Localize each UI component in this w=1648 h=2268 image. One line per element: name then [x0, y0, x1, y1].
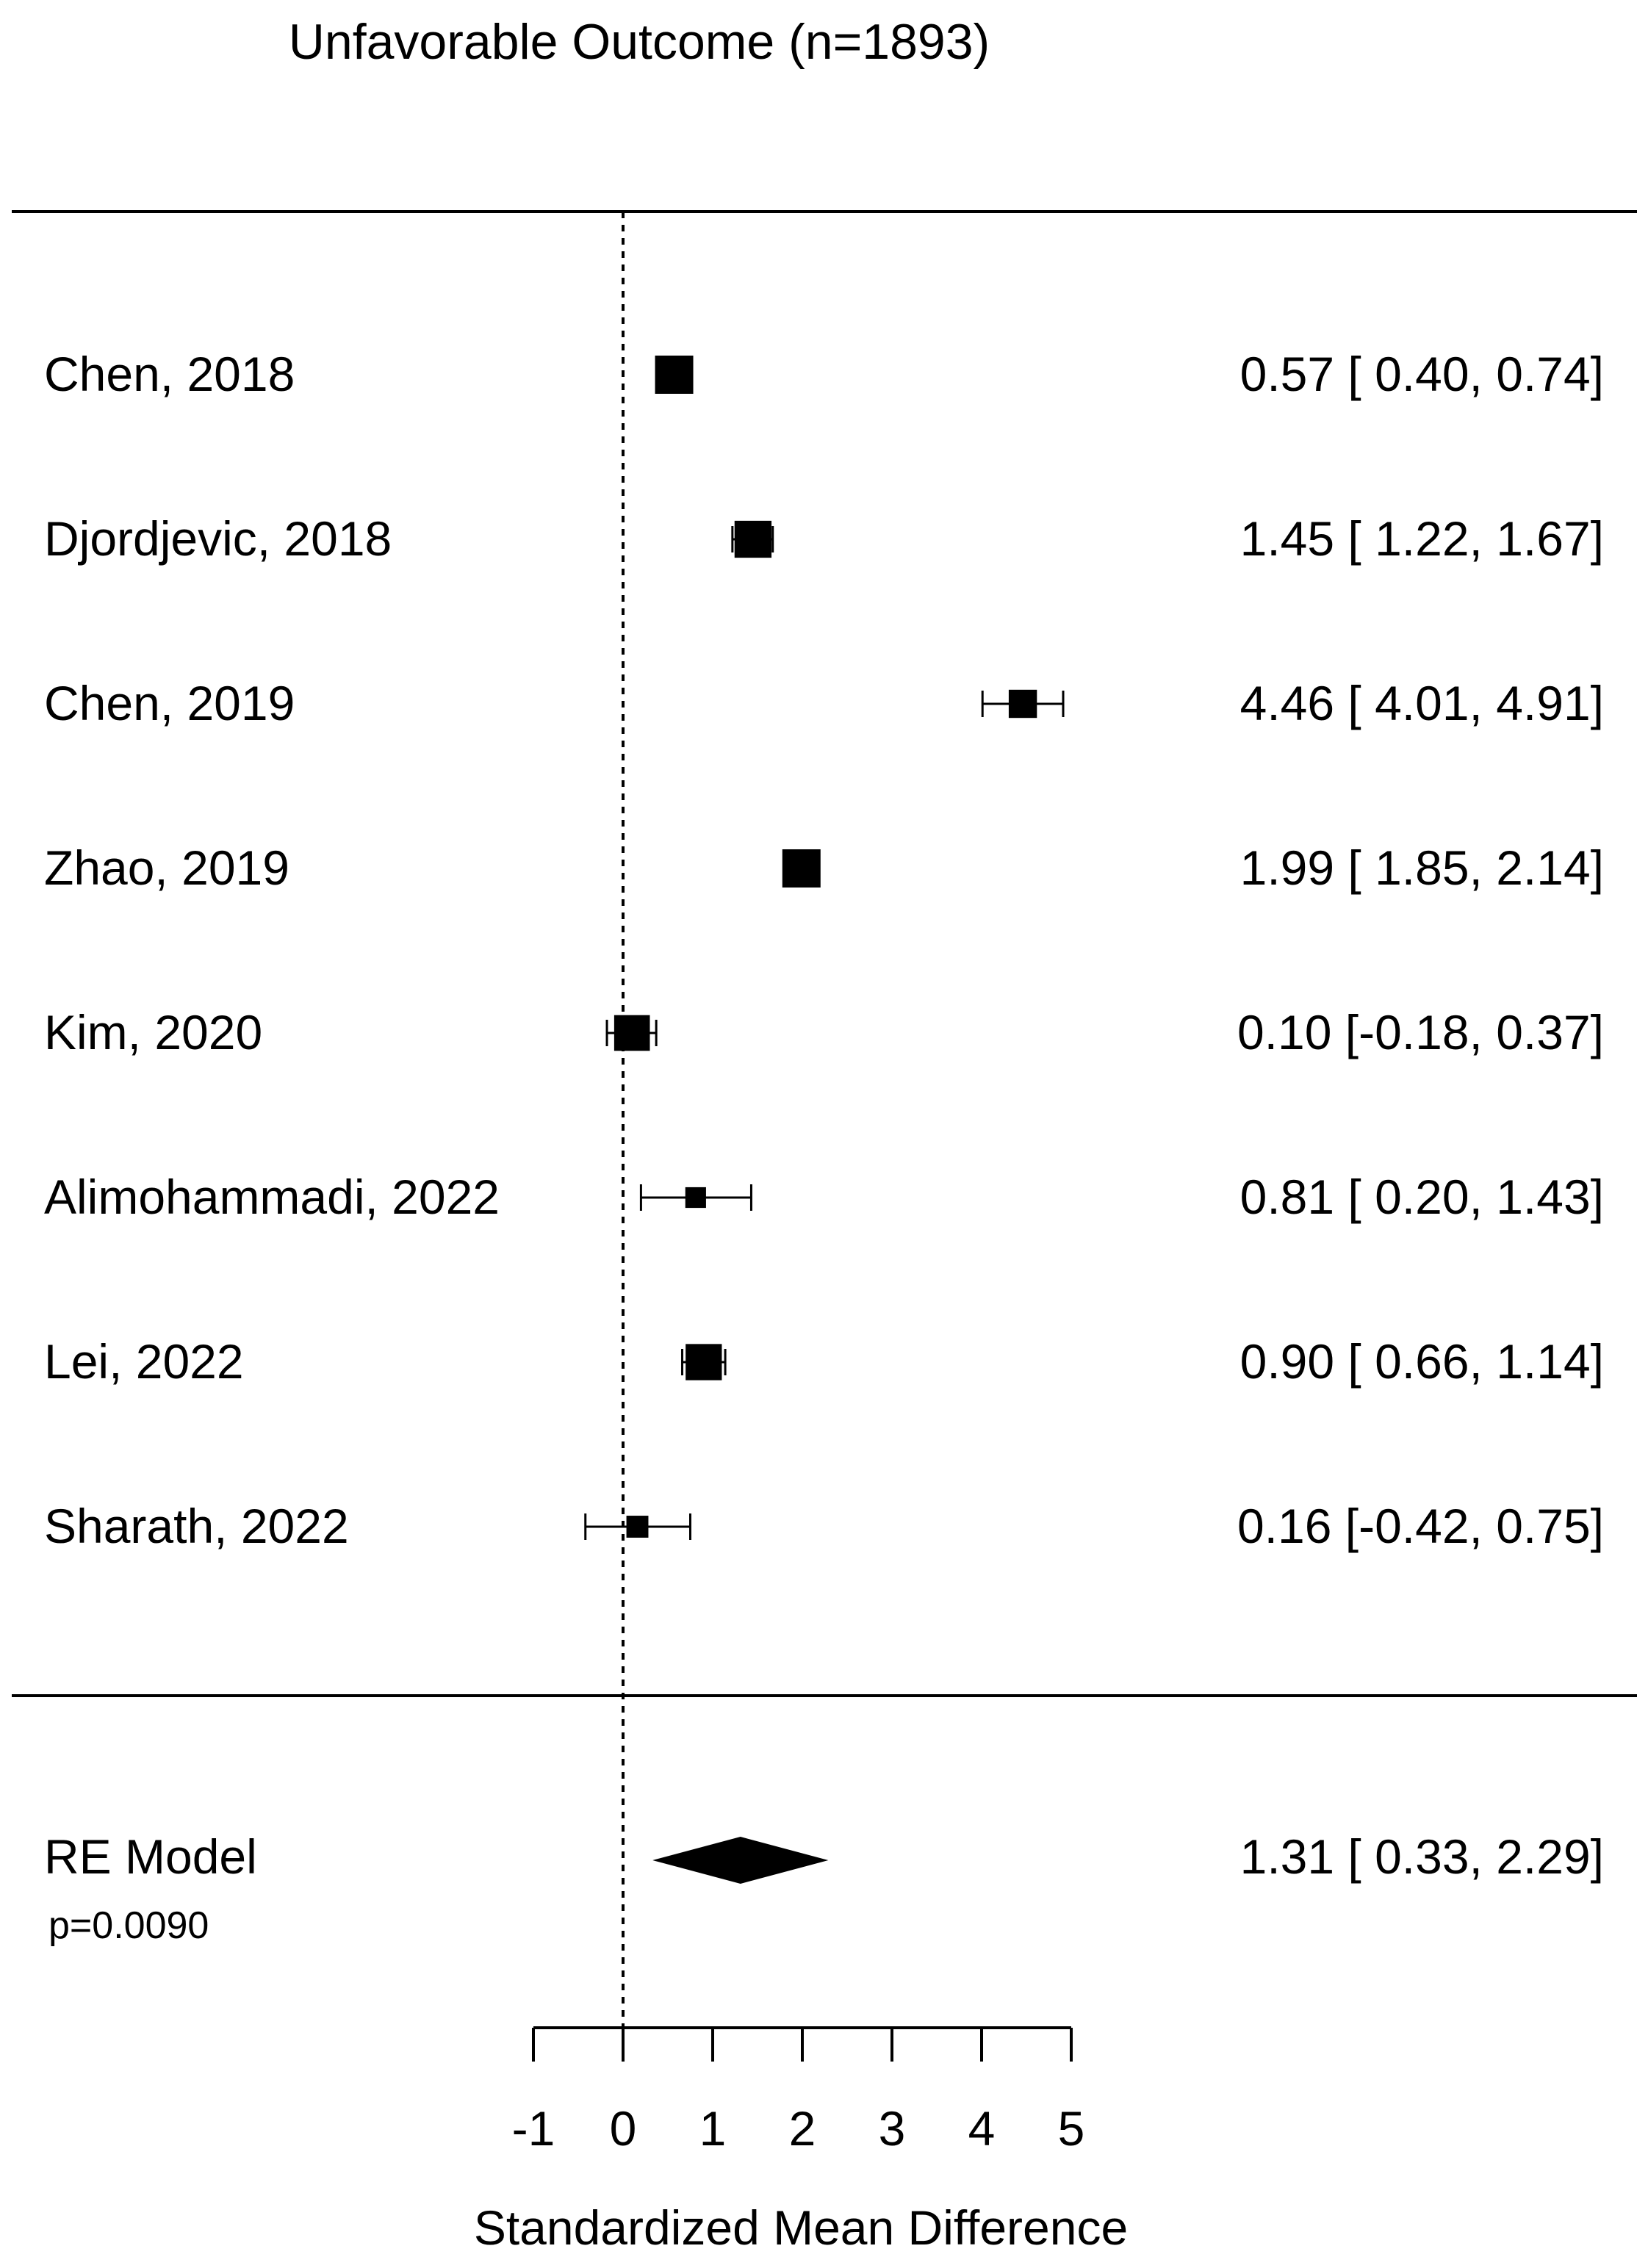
study-rows: Chen, 2018 0.57 [ 0.40, 0.74] Djordjevic, …	[44, 347, 1604, 1553]
study-label: Lei, 2022	[44, 1334, 244, 1389]
study-row-lei-2022: Lei, 2022 0.90 [ 0.66, 1.14]	[44, 1334, 1604, 1389]
x-tick-label: 2	[789, 2101, 816, 2156]
study-row-chen-2019: Chen, 2019 4.46 [ 4.01, 4.91]	[44, 676, 1604, 730]
study-label: Djordjevic, 2018	[44, 511, 392, 566]
study-row-sharath-2022: Sharath, 2022 0.16 [-0.42, 0.75]	[44, 1499, 1604, 1553]
study-ci-text: 0.10 [-0.18, 0.37]	[1237, 1005, 1604, 1059]
chart-title: Unfavorable Outcome (n=1893)	[289, 14, 990, 70]
summary-label: RE Model	[44, 1829, 257, 1884]
point-estimate-square	[686, 1344, 722, 1380]
x-tick-label: 1	[699, 2101, 727, 2156]
study-label: Alimohammadi, 2022	[44, 1170, 500, 1224]
study-row-alimohammadi-2022: Alimohammadi, 2022 0.81 [ 0.20, 1.43]	[44, 1170, 1604, 1224]
summary-ci-text: 1.31 [ 0.33, 2.29]	[1240, 1829, 1604, 1884]
study-row-djordjevic-2018: Djordjevic, 2018 1.45 [ 1.22, 1.67]	[44, 511, 1604, 566]
point-estimate-square	[613, 1015, 650, 1051]
point-estimate-square	[626, 1516, 649, 1538]
point-estimate-square	[655, 356, 694, 394]
study-ci-text: 0.16 [-0.42, 0.75]	[1237, 1499, 1604, 1553]
study-ci-text: 4.46 [ 4.01, 4.91]	[1240, 676, 1604, 730]
study-row-zhao-2019: Zhao, 2019 1.99 [ 1.85, 2.14]	[44, 840, 1604, 895]
x-tick-label: 3	[879, 2101, 906, 2156]
study-row-kim-2020: Kim, 2020 0.10 [-0.18, 0.37]	[44, 1005, 1604, 1059]
study-label: Chen, 2018	[44, 347, 295, 401]
point-estimate-square	[734, 520, 772, 558]
study-label: Chen, 2019	[44, 676, 295, 730]
study-label: Sharath, 2022	[44, 1499, 349, 1553]
x-tick-label: 5	[1058, 2101, 1085, 2156]
summary-diamond	[652, 1837, 829, 1884]
x-axis-label: Standardized Mean Difference	[474, 2200, 1128, 2255]
study-label: Zhao, 2019	[44, 840, 289, 895]
x-axis: -1 0 1 2 3 4 5	[512, 2026, 1085, 2156]
x-tick-label: 0	[610, 2101, 637, 2156]
point-estimate-square	[1008, 689, 1037, 719]
x-tick-label: -1	[512, 2101, 555, 2156]
study-ci-text: 0.90 [ 0.66, 1.14]	[1240, 1334, 1604, 1389]
study-ci-text: 0.57 [ 0.40, 0.74]	[1240, 347, 1604, 401]
x-tick-label: 4	[968, 2101, 996, 2156]
point-estimate-square	[685, 1187, 706, 1209]
study-ci-text: 0.81 [ 0.20, 1.43]	[1240, 1170, 1604, 1224]
point-estimate-square	[782, 849, 821, 888]
study-row-chen-2018: Chen, 2018 0.57 [ 0.40, 0.74]	[44, 347, 1604, 401]
study-ci-text: 1.45 [ 1.22, 1.67]	[1240, 511, 1604, 566]
summary-row: RE Model p=0.0090 1.31 [ 0.33, 2.29]	[44, 1829, 1604, 1947]
summary-p-value: p=0.0090	[48, 1904, 209, 1947]
study-ci-text: 1.99 [ 1.85, 2.14]	[1240, 840, 1604, 895]
study-label: Kim, 2020	[44, 1005, 262, 1059]
